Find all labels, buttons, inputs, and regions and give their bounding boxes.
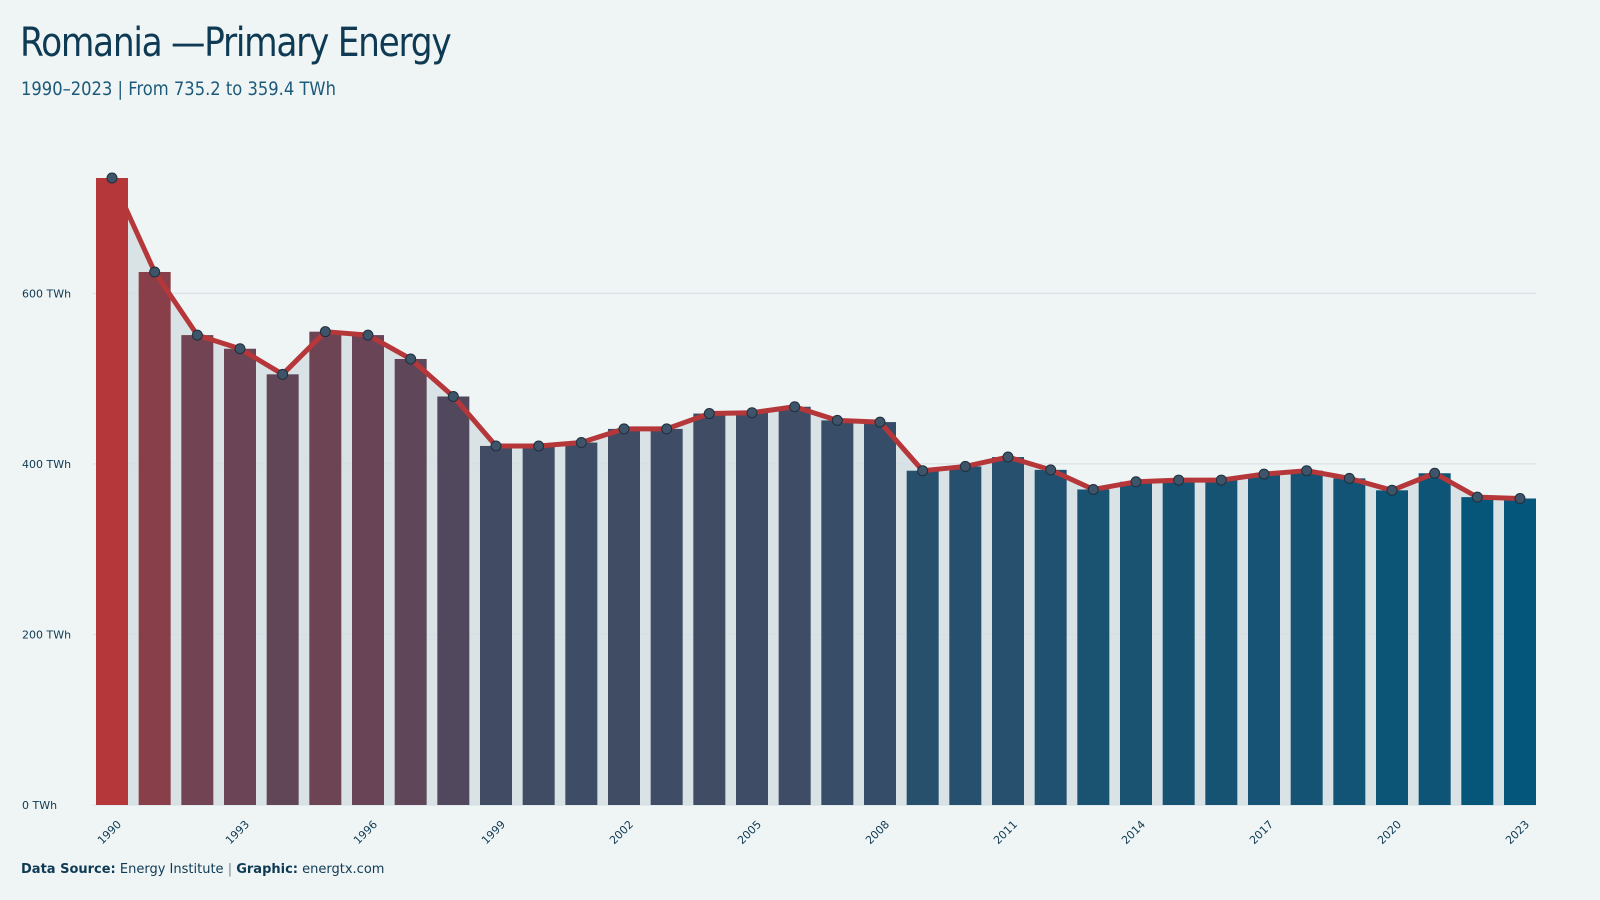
data-point bbox=[959, 460, 971, 472]
bar bbox=[309, 331, 342, 805]
bar bbox=[480, 445, 512, 805]
data-point bbox=[575, 437, 587, 449]
bar bbox=[1290, 470, 1323, 805]
data-point bbox=[746, 407, 758, 419]
data-point bbox=[1343, 472, 1355, 484]
bar bbox=[1205, 480, 1238, 805]
data-point bbox=[1087, 483, 1099, 495]
data-point bbox=[447, 390, 459, 402]
data-point bbox=[874, 416, 886, 428]
bar bbox=[565, 442, 598, 805]
x-tick-label: 1996 bbox=[351, 818, 380, 847]
data-point bbox=[703, 408, 715, 420]
bar bbox=[1333, 478, 1366, 805]
graphic-label: Graphic: bbox=[236, 862, 298, 877]
bar bbox=[650, 428, 683, 805]
bar bbox=[1418, 473, 1451, 805]
data-point bbox=[234, 343, 246, 355]
data-point bbox=[490, 440, 502, 452]
data-point bbox=[1215, 474, 1227, 486]
x-tick-label: 2020 bbox=[1375, 818, 1404, 847]
data-point bbox=[917, 465, 929, 477]
footer: Data Source: Energy Institute | Graphic:… bbox=[21, 862, 384, 877]
bar bbox=[693, 413, 726, 805]
y-tick-label: 600 TWh bbox=[22, 287, 71, 300]
data-point bbox=[831, 414, 843, 426]
bar bbox=[864, 422, 896, 805]
bar bbox=[1034, 469, 1067, 805]
bar bbox=[1376, 490, 1408, 805]
bar bbox=[1248, 474, 1280, 805]
x-tick-label: 1993 bbox=[223, 818, 252, 847]
x-tick-label: 1990 bbox=[95, 818, 124, 847]
x-tick-label: 2005 bbox=[735, 818, 764, 847]
x-tick-label: 2014 bbox=[1119, 818, 1148, 847]
chart-title: Romania —Primary Energy bbox=[20, 20, 452, 66]
data-point bbox=[405, 353, 417, 365]
data-point bbox=[618, 423, 630, 435]
bar bbox=[778, 406, 811, 805]
bar bbox=[394, 358, 427, 805]
footer-separator: | bbox=[227, 862, 233, 877]
bar bbox=[906, 470, 939, 805]
bar bbox=[992, 457, 1024, 805]
series-line bbox=[109, 176, 1521, 501]
data-point bbox=[277, 368, 289, 380]
data-point bbox=[106, 172, 118, 184]
data-point bbox=[1173, 474, 1185, 486]
data-point bbox=[1258, 468, 1270, 480]
data-point bbox=[1386, 484, 1398, 496]
data-point bbox=[319, 326, 331, 338]
x-tick-label: 2008 bbox=[863, 818, 892, 847]
data-point bbox=[1002, 451, 1014, 463]
graphic-value: energtx.com bbox=[302, 862, 385, 877]
data-point bbox=[789, 401, 801, 413]
data-point bbox=[1130, 476, 1142, 488]
data-point bbox=[362, 329, 374, 341]
x-tick-label: 1999 bbox=[479, 818, 508, 847]
y-tick-label: 400 TWh bbox=[22, 458, 71, 471]
data-point bbox=[1429, 467, 1441, 479]
source-label: Data Source: bbox=[21, 862, 116, 877]
bar bbox=[821, 420, 854, 805]
bar bbox=[266, 374, 299, 805]
chart-subtitle: 1990–2023 | From 735.2 to 359.4 TWh bbox=[21, 78, 336, 100]
bar bbox=[181, 335, 214, 805]
y-tick-label: 200 TWh bbox=[22, 628, 71, 641]
x-tick-label: 2023 bbox=[1503, 818, 1532, 847]
data-point bbox=[1301, 465, 1313, 477]
bar bbox=[138, 271, 171, 805]
bar bbox=[437, 396, 470, 805]
source-value: Energy Institute bbox=[119, 862, 224, 877]
bar bbox=[1162, 480, 1195, 805]
bar bbox=[608, 428, 640, 805]
bar bbox=[96, 178, 128, 805]
bar bbox=[1120, 481, 1152, 805]
x-tick-label: 2002 bbox=[607, 818, 636, 847]
data-point bbox=[1514, 492, 1526, 504]
data-point bbox=[149, 266, 161, 278]
data-point bbox=[533, 440, 545, 452]
data-point bbox=[661, 423, 673, 435]
data-point bbox=[1045, 464, 1057, 476]
y-tick-label: 0 TWh bbox=[22, 799, 57, 812]
bar bbox=[1504, 498, 1536, 805]
x-tick-label: 2017 bbox=[1247, 818, 1276, 847]
bar bbox=[949, 466, 982, 805]
data-point bbox=[1471, 491, 1483, 503]
bar bbox=[736, 412, 768, 805]
bar bbox=[1077, 489, 1110, 805]
bar bbox=[224, 348, 256, 805]
bar bbox=[522, 445, 555, 805]
bar bbox=[1461, 497, 1494, 805]
data-point bbox=[191, 329, 203, 341]
x-tick-label: 2011 bbox=[991, 818, 1020, 847]
bar bbox=[352, 335, 384, 805]
